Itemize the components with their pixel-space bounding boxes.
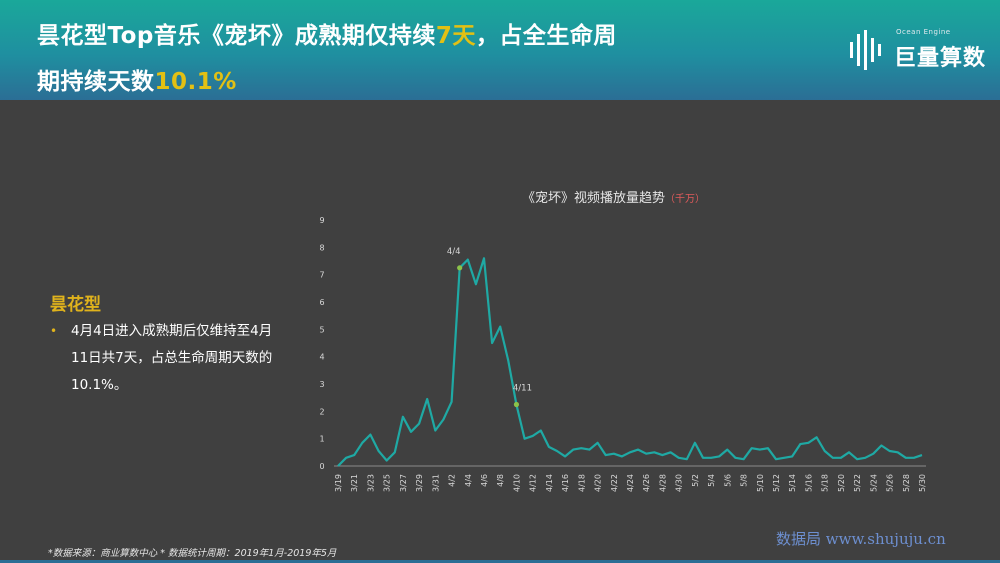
x-tick-label: 5/20 <box>837 474 846 492</box>
y-tick-label: 3 <box>319 380 324 389</box>
x-tick-label: 5/6 <box>723 474 732 487</box>
x-tick-label: 4/10 <box>512 474 521 492</box>
x-tick-label: 5/14 <box>788 474 797 492</box>
chart-title: 《宠坏》视频播放量趋势（千万） <box>522 191 706 206</box>
x-tick-label: 5/18 <box>821 474 830 492</box>
series-line <box>337 257 923 467</box>
x-tick-label: 5/28 <box>902 474 911 492</box>
x-tick-label: 3/31 <box>431 474 440 492</box>
x-tick-label: 4/6 <box>480 474 489 487</box>
x-tick-label: 3/23 <box>366 474 375 492</box>
logo-bars-icon <box>850 30 881 70</box>
y-tick-label: 7 <box>319 271 324 280</box>
x-tick-label: 4/12 <box>529 474 538 492</box>
category-description: 4月4日进入成熟期后仅维持至4月11日共7天，占总生命周期天数的10.1%。 <box>71 323 273 393</box>
x-tick-label: 3/25 <box>383 474 392 492</box>
title-highlight-percent: 10.1% <box>154 69 237 95</box>
y-tick-label: 8 <box>319 243 324 252</box>
x-tick-label: 4/14 <box>545 474 554 492</box>
x-tick-label: 5/2 <box>691 474 700 487</box>
header-banner: 昙花型Top音乐《宠坏》成熟期仅持续7天，占全生命周 期持续天数10.1% Oc… <box>0 0 1000 100</box>
x-tick-label: 5/10 <box>756 474 765 492</box>
category-title: 昙花型 <box>50 295 101 315</box>
x-tick-label: 3/29 <box>415 474 424 492</box>
logo-subtitle: Ocean Engine <box>896 28 951 36</box>
y-tick-label: 4 <box>319 353 324 362</box>
x-tick-label: 4/18 <box>577 474 586 492</box>
chart-unit: （千万） <box>665 194 706 205</box>
x-tick-label: 4/24 <box>626 474 635 492</box>
x-tick-label: 5/22 <box>853 474 862 492</box>
annotation-marker <box>457 265 463 271</box>
x-tick-label: 5/30 <box>918 474 927 492</box>
x-tick-label: 5/8 <box>740 474 749 487</box>
y-tick-label: 9 <box>319 216 324 225</box>
x-tick-label: 4/16 <box>561 474 570 492</box>
x-tick-label: 3/21 <box>350 474 359 492</box>
x-tick-label: 5/12 <box>772 474 781 492</box>
annotation-label: 4/4 <box>447 247 461 257</box>
y-tick-label: 6 <box>319 298 324 307</box>
bullet-dot: • <box>50 324 58 338</box>
x-tick-label: 5/4 <box>707 474 716 487</box>
data-source-footnote: *数据来源：商业算数中心 * 数据统计周期：2019年1月-2019年5月 <box>48 548 337 559</box>
x-tick-label: 3/19 <box>334 474 343 492</box>
brand-logo <box>848 28 988 74</box>
x-tick-label: 4/26 <box>642 474 651 492</box>
watermark: 数据局 www.shujuju.cn <box>776 530 946 548</box>
x-tick-label: 3/27 <box>399 474 408 492</box>
x-tick-label: 5/16 <box>804 474 813 492</box>
title-highlight-days: 7天 <box>435 23 476 49</box>
page-title-line2: 期持续天数10.1% <box>37 69 237 95</box>
logo-wordmark: 巨量算数 <box>894 46 987 71</box>
x-tick-label: 4/2 <box>448 474 457 487</box>
x-tick-label: 4/28 <box>658 474 667 492</box>
y-tick-label: 0 <box>319 462 324 471</box>
page-title-line1: 昙花型Top音乐《宠坏》成熟期仅持续7天，占全生命周 <box>37 23 617 49</box>
y-tick-label: 2 <box>319 407 324 416</box>
x-tick-label: 5/24 <box>869 474 878 492</box>
x-tick-label: 4/4 <box>464 474 473 487</box>
annotation-label: 4/11 <box>513 384 532 394</box>
annotation-marker <box>513 401 520 408</box>
y-tick-label: 1 <box>319 435 324 444</box>
x-tick-label: 4/20 <box>594 474 603 492</box>
x-tick-label: 4/30 <box>675 474 684 492</box>
x-tick-label: 5/26 <box>886 474 895 492</box>
x-tick-label: 4/8 <box>496 474 505 487</box>
x-tick-label: 4/22 <box>610 474 619 492</box>
bottom-divider <box>0 560 1000 563</box>
y-tick-label: 5 <box>319 325 324 334</box>
